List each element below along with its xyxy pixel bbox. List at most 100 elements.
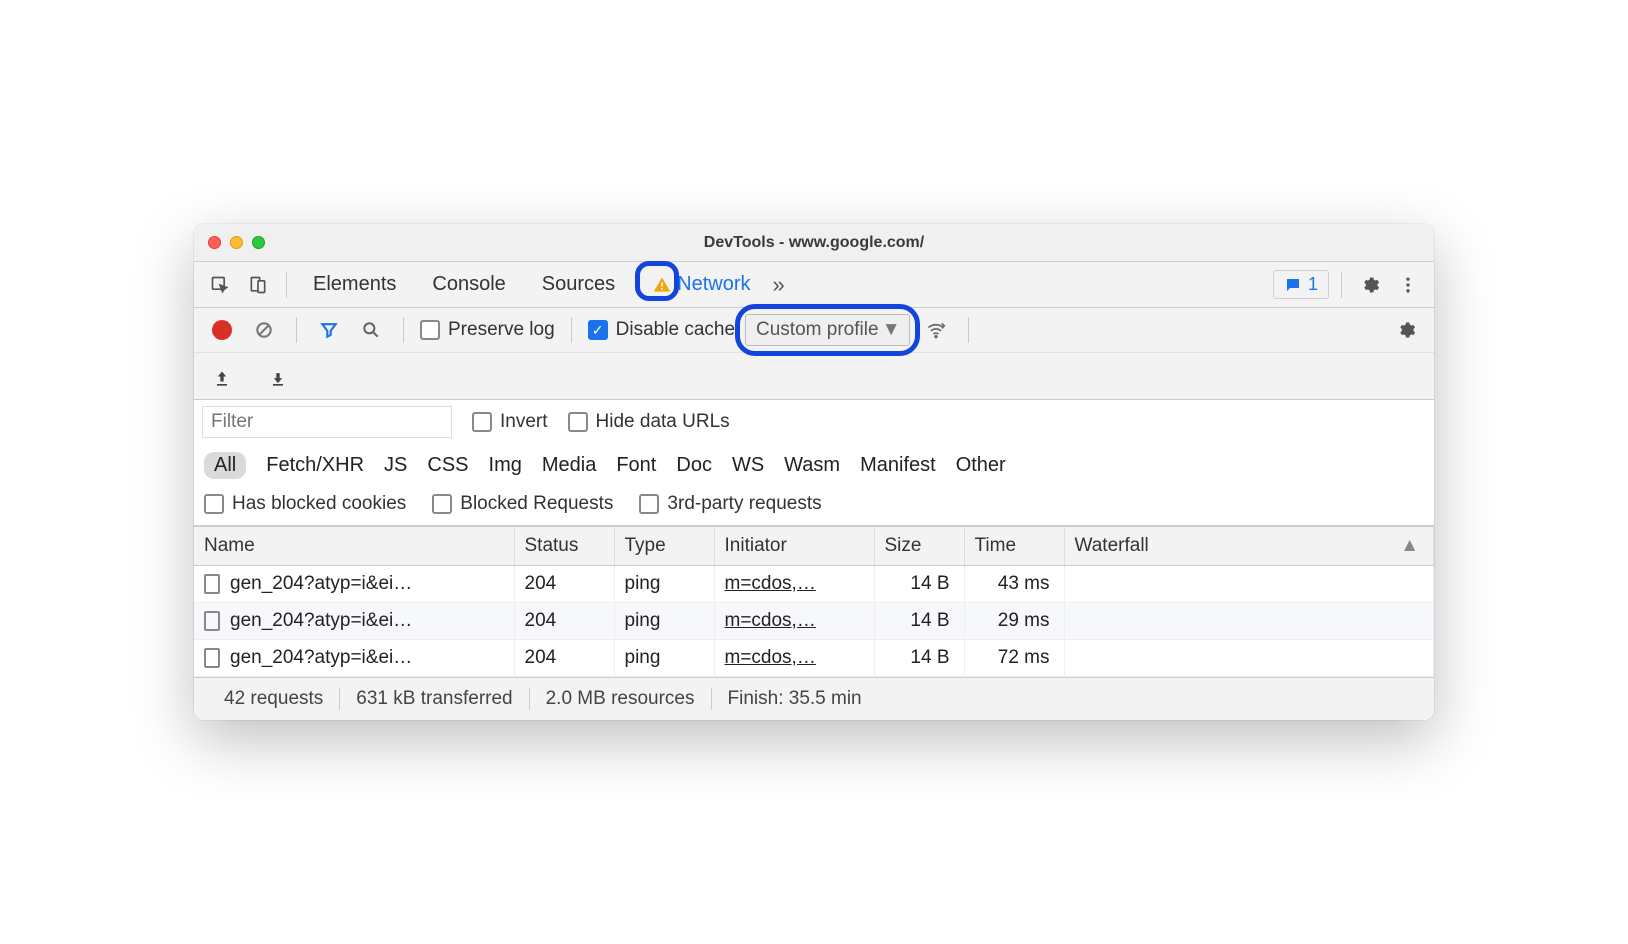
issues-count: 1 bbox=[1308, 274, 1318, 295]
col-status[interactable]: Status bbox=[514, 527, 614, 566]
col-type[interactable]: Type bbox=[614, 527, 714, 566]
issues-button[interactable]: 1 bbox=[1273, 270, 1329, 299]
harbar bbox=[194, 353, 1434, 400]
filter-input[interactable] bbox=[202, 406, 452, 438]
request-type: ping bbox=[614, 640, 714, 677]
request-time: 43 ms bbox=[964, 566, 1064, 603]
tab-network-label: Network bbox=[677, 273, 750, 295]
third-party-checkbox[interactable]: 3rd-party requests bbox=[639, 493, 821, 515]
preserve-log-checkbox[interactable]: Preserve log bbox=[420, 319, 555, 341]
preserve-log-label: Preserve log bbox=[448, 319, 555, 341]
search-icon[interactable] bbox=[355, 314, 387, 346]
tab-elements[interactable]: Elements bbox=[309, 263, 400, 306]
has-blocked-cookies-checkbox[interactable]: Has blocked cookies bbox=[204, 493, 406, 515]
filter-toggle-icon[interactable] bbox=[313, 314, 345, 346]
invert-checkbox[interactable]: Invert bbox=[472, 411, 548, 433]
request-status: 204 bbox=[514, 566, 614, 603]
resource-type-filters: All Fetch/XHR JS CSS Img Media Font Doc … bbox=[194, 444, 1434, 487]
network-conditions-icon[interactable] bbox=[920, 314, 952, 346]
tab-network[interactable]: Network bbox=[647, 263, 754, 306]
requests-table: Name Status Type Initiator Size Time Wat… bbox=[194, 526, 1434, 677]
separator bbox=[403, 317, 404, 343]
warning-icon bbox=[651, 274, 673, 296]
separator bbox=[571, 317, 572, 343]
type-pill-font[interactable]: Font bbox=[616, 454, 656, 477]
type-pill-ws[interactable]: WS bbox=[732, 454, 764, 477]
separator bbox=[286, 272, 287, 298]
type-pill-media[interactable]: Media bbox=[542, 454, 596, 477]
tab-console[interactable]: Console bbox=[428, 263, 509, 306]
clear-button[interactable] bbox=[248, 314, 280, 346]
type-pill-wasm[interactable]: Wasm bbox=[784, 454, 840, 477]
sort-indicator-icon: ▲ bbox=[1400, 535, 1419, 557]
status-finish: Finish: 35.5 min bbox=[712, 688, 878, 710]
blocked-requests-checkbox[interactable]: Blocked Requests bbox=[432, 493, 613, 515]
col-time[interactable]: Time bbox=[964, 527, 1064, 566]
inspect-element-icon[interactable] bbox=[204, 269, 236, 301]
more-tabs-button[interactable]: » bbox=[773, 272, 785, 298]
type-pill-doc[interactable]: Doc bbox=[676, 454, 712, 477]
request-status: 204 bbox=[514, 603, 614, 640]
separator bbox=[1341, 272, 1342, 298]
request-time: 29 ms bbox=[964, 603, 1064, 640]
col-waterfall[interactable]: Waterfall▲ bbox=[1064, 527, 1434, 566]
throttling-select[interactable]: Custom profile ▼ bbox=[745, 314, 910, 346]
invert-label: Invert bbox=[500, 411, 548, 433]
status-bar: 42 requests 631 kB transferred 2.0 MB re… bbox=[194, 677, 1434, 720]
request-initiator[interactable]: m=cdos,… bbox=[725, 573, 816, 594]
filter-section: Invert Hide data URLs All Fetch/XHR JS C… bbox=[194, 400, 1434, 526]
type-pill-css[interactable]: CSS bbox=[427, 454, 468, 477]
col-size[interactable]: Size bbox=[874, 527, 964, 566]
export-har-icon[interactable] bbox=[206, 363, 238, 395]
record-button[interactable] bbox=[206, 314, 238, 346]
table-row[interactable]: gen_204?atyp=i&ei…204pingm=cdos,…14 B72 … bbox=[194, 640, 1434, 677]
tab-sources[interactable]: Sources bbox=[538, 263, 619, 306]
blocked-requests-label: Blocked Requests bbox=[460, 493, 613, 515]
request-size: 14 B bbox=[874, 603, 964, 640]
network-settings-gear-icon[interactable] bbox=[1390, 314, 1422, 346]
hide-data-urls-label: Hide data URLs bbox=[596, 411, 730, 433]
status-transferred: 631 kB transferred bbox=[340, 688, 529, 710]
window-title: DevTools - www.google.com/ bbox=[194, 234, 1434, 252]
request-type: ping bbox=[614, 603, 714, 640]
import-har-icon[interactable] bbox=[262, 363, 294, 395]
file-icon bbox=[204, 611, 220, 631]
request-time: 72 ms bbox=[964, 640, 1064, 677]
file-icon bbox=[204, 648, 220, 668]
settings-gear-icon[interactable] bbox=[1354, 269, 1386, 301]
request-name: gen_204?atyp=i&ei… bbox=[230, 647, 412, 669]
type-pill-js[interactable]: JS bbox=[384, 454, 407, 477]
type-pill-all[interactable]: All bbox=[204, 452, 246, 479]
type-pill-manifest[interactable]: Manifest bbox=[860, 454, 936, 477]
request-name: gen_204?atyp=i&ei… bbox=[230, 610, 412, 632]
throttling-selected: Custom profile bbox=[756, 319, 879, 341]
more-menu-icon[interactable] bbox=[1392, 269, 1424, 301]
type-pill-fetchxhr[interactable]: Fetch/XHR bbox=[266, 454, 364, 477]
col-name[interactable]: Name bbox=[194, 527, 514, 566]
type-pill-other[interactable]: Other bbox=[956, 454, 1006, 477]
network-toolbar: Preserve log ✓Disable cache Custom profi… bbox=[194, 308, 1434, 353]
devtools-window: DevTools - www.google.com/ Elements Cons… bbox=[194, 224, 1434, 720]
disable-cache-label: Disable cache bbox=[616, 319, 735, 341]
titlebar: DevTools - www.google.com/ bbox=[194, 224, 1434, 262]
panel-tabs: Elements Console Sources Network bbox=[309, 263, 755, 306]
separator bbox=[968, 317, 969, 343]
table-row[interactable]: gen_204?atyp=i&ei… 204ping m=cdos,… 14 B43 … bbox=[194, 566, 1434, 603]
table-row[interactable]: gen_204?atyp=i&ei… 204ping m=cdos,… 14 B29 … bbox=[194, 603, 1434, 640]
disable-cache-checkbox[interactable]: ✓Disable cache bbox=[588, 319, 735, 341]
third-party-label: 3rd-party requests bbox=[667, 493, 821, 515]
status-requests: 42 requests bbox=[208, 688, 340, 710]
request-size: 14 B bbox=[874, 640, 964, 677]
device-toolbar-icon[interactable] bbox=[242, 269, 274, 301]
request-initiator[interactable]: m=cdos,… bbox=[725, 647, 816, 668]
type-pill-img[interactable]: Img bbox=[489, 454, 522, 477]
main-tabs-row: Elements Console Sources Network » 1 bbox=[194, 262, 1434, 308]
request-initiator[interactable]: m=cdos,… bbox=[725, 610, 816, 631]
request-name: gen_204?atyp=i&ei… bbox=[230, 573, 412, 595]
hide-data-urls-checkbox[interactable]: Hide data URLs bbox=[568, 411, 730, 433]
request-waterfall bbox=[1064, 566, 1434, 603]
col-initiator[interactable]: Initiator bbox=[714, 527, 874, 566]
request-waterfall bbox=[1064, 640, 1434, 677]
request-type: ping bbox=[614, 566, 714, 603]
request-size: 14 B bbox=[874, 566, 964, 603]
